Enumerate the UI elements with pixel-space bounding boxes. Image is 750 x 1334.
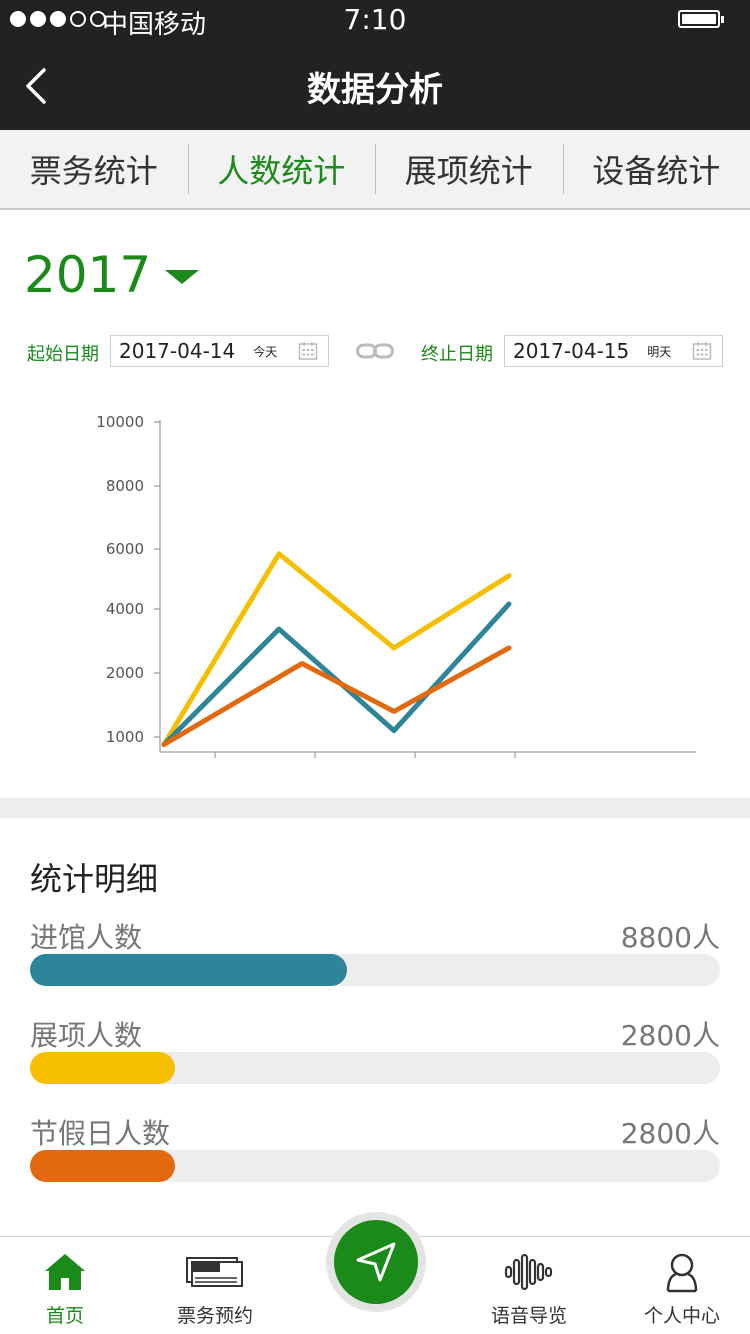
progress-track (30, 1052, 720, 1084)
nav-label: 首页 (45, 1305, 84, 1327)
end-date-field[interactable]: 2017-04-15 明天 (504, 335, 723, 367)
section-divider (0, 798, 750, 818)
tab-visitor-stats[interactable]: 人数统计 (187, 130, 376, 208)
year-selector[interactable]: 2017 (24, 246, 200, 304)
start-date-value: 2017-04-14 (119, 339, 236, 363)
detail-label: 展项人数 (30, 1019, 143, 1052)
end-date-value: 2017-04-15 (513, 339, 630, 363)
link-icon (356, 343, 394, 359)
status-time: 7:10 (343, 3, 407, 36)
nav-ticket-booking[interactable]: 票务预约 (140, 1251, 290, 1328)
nav-profile[interactable]: 个人中心 (607, 1251, 750, 1328)
chart-series-line-0 (161, 551, 512, 747)
tab-ticket-stats[interactable]: 票务统计 (29, 152, 158, 190)
chart-y-tick-label: 10000 (96, 413, 144, 431)
chart-y-tick-label: 2000 (106, 664, 144, 682)
user-icon (666, 1253, 698, 1293)
nav-home[interactable]: 首页 (0, 1251, 140, 1328)
stats-tabs: 票务统计 人数统计 展项统计 设备统计 (0, 130, 750, 210)
start-date-label: 起始日期 (27, 344, 99, 365)
battery-icon (678, 10, 724, 28)
signal-dots-icon (10, 11, 106, 27)
chart-y-tick-label: 6000 (106, 540, 144, 558)
progress-track (30, 1150, 720, 1182)
nav-label: 票务预约 (176, 1305, 253, 1327)
caret-down-icon (165, 270, 200, 284)
carrier-name: 中国移动 (102, 10, 207, 40)
progress-track (30, 954, 720, 986)
end-date-label: 终止日期 (421, 344, 493, 365)
details-title: 统计明细 (30, 860, 159, 898)
calendar-icon[interactable] (298, 341, 318, 361)
visitor-line-chart: 10000 8000 6000 4000 2000 1000 (96, 413, 696, 758)
tab-device-stats[interactable]: 设备统计 (562, 130, 750, 208)
progress-bar (30, 1052, 175, 1084)
status-bar: 中国移动 7:10 (0, 0, 750, 40)
audio-wave-icon (504, 1253, 553, 1291)
nav-label: 语音导览 (490, 1305, 567, 1327)
detail-value: 8800人 (620, 921, 720, 954)
nav-label: 个人中心 (643, 1305, 720, 1327)
detail-label: 节假日人数 (30, 1117, 171, 1150)
chart-y-tick-label: 4000 (106, 600, 144, 618)
calendar-icon[interactable] (692, 341, 712, 361)
start-date-field[interactable]: 2017-04-14 今天 (110, 335, 329, 367)
home-icon (45, 1254, 85, 1290)
ticket-icon (186, 1257, 243, 1287)
navigate-button[interactable] (326, 1212, 426, 1312)
end-date-relative: 明天 (647, 344, 672, 359)
nav-audio-guide[interactable]: 语音导览 (454, 1251, 604, 1328)
page-title: 数据分析 (307, 70, 443, 110)
back-button[interactable] (20, 64, 60, 108)
detail-value: 2800人 (620, 1019, 720, 1052)
chart-series-line-2 (161, 645, 512, 747)
progress-bar (30, 1150, 175, 1182)
tab-exhibit-stats[interactable]: 展项统计 (375, 130, 563, 208)
year-value: 2017 (24, 246, 152, 304)
navigation-arrow-icon (356, 1242, 396, 1282)
chart-y-tick-label: 1000 (106, 728, 144, 746)
progress-bar (30, 954, 348, 986)
detail-value: 2800人 (620, 1117, 720, 1150)
start-date-relative: 今天 (253, 344, 278, 359)
detail-label: 进馆人数 (30, 921, 143, 954)
chart-y-tick-label: 8000 (106, 477, 144, 495)
top-bar: 中国移动 7:10 数据分析 (0, 0, 750, 130)
